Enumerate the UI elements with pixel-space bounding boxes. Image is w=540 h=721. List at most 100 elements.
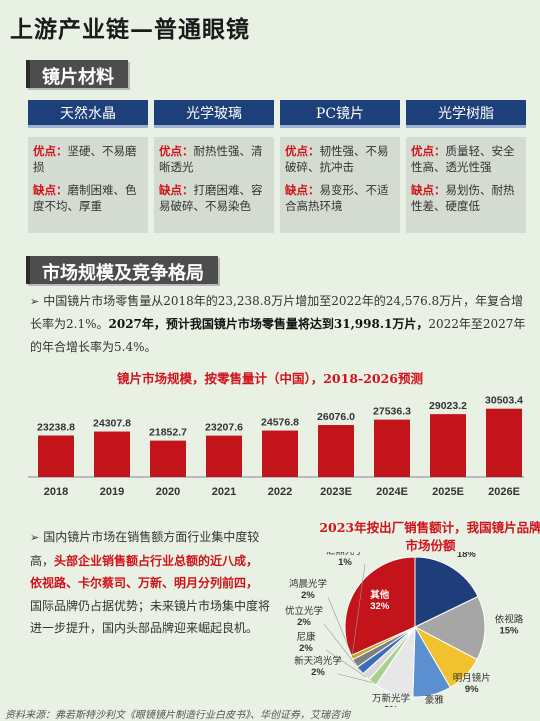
bar-value-label: 27536.3 — [373, 406, 411, 418]
leader-line — [323, 623, 361, 671]
pie-chart-title: 2023年按出厂销售额计，我国镜片品牌市场份额 — [319, 520, 540, 553]
x-tick-label: 2023E — [320, 486, 352, 498]
bar-value-label: 24576.8 — [261, 417, 299, 429]
bullet2-part1: 国内镜片市场在销售额方面行业集中度较高， — [30, 530, 260, 568]
slice-value-label: 2% — [301, 590, 315, 601]
slice-value-label: 9% — [465, 684, 479, 695]
leader-line — [327, 596, 356, 664]
x-tick-label: 2018 — [44, 486, 68, 498]
material-desc: 优点：耐热性强、清晰透光 缺点：打磨困难、容易破碎、不易染色 — [154, 137, 274, 233]
pro-text: 质量轻、安全性高、透光性强 — [411, 144, 515, 174]
material-desc: 优点：质量轻、安全性高、透光性强 缺点：易划伤、耐热性差、硬度低 — [406, 137, 526, 233]
bar-value-label: 23207.6 — [205, 422, 243, 434]
slice-value-label: 18% — [457, 552, 477, 560]
slice-value-label: 2% — [311, 667, 325, 678]
bar — [206, 435, 242, 477]
slice-value-label: 2% — [299, 643, 313, 654]
pie-slice — [413, 595, 486, 661]
x-tick-label: 2021 — [212, 486, 236, 498]
material-card: PC镜片 优点：韧性强、不易破碎、抗冲击 缺点：易变形、不适合高热环境 — [280, 100, 400, 233]
slice-value-label: 9% — [384, 705, 398, 707]
bar-value-label: 30503.4 — [485, 395, 523, 407]
slice-value-label: 15% — [499, 625, 519, 636]
slice-value-label: 32% — [370, 601, 390, 612]
bar-chart: 23238.8 2018 24307.8 2019 21852.7 2020 23207.6… — [28, 395, 524, 498]
leader-line — [351, 563, 366, 658]
con-label: 缺点： — [33, 183, 68, 197]
bar — [486, 408, 522, 477]
bar-chart-title: 镜片市场规模，按零售量计（中国），2018-2026预测 — [116, 371, 424, 386]
bar — [430, 414, 466, 477]
material-name: 光学树脂 — [406, 100, 526, 128]
material-desc: 优点：坚硬、不易磨损 缺点：磨制困难、色度不均、厚重 — [28, 137, 148, 233]
slice-name-label: 依视路 — [495, 613, 524, 625]
market-size-bullet: ➢ 中国镜片市场零售量从2018年的23,238.8万片增加至2022年的24,5… — [30, 290, 530, 359]
slice-value-label: 9% — [427, 706, 441, 707]
bullet2-part3: 国际品牌仍占据优势；未来镜片市场集中度将进一步提升，国内头部品牌迎来崛起良机。 — [30, 598, 271, 636]
page-title: 上游产业链—普通眼镜 — [10, 16, 250, 43]
con-label: 缺点： — [159, 183, 194, 197]
con-text: 易划伤、耐热性差、硬度低 — [411, 183, 515, 213]
x-tick-label: 2024E — [376, 486, 408, 498]
bar — [150, 440, 186, 477]
bar-value-label: 21852.7 — [149, 427, 187, 439]
material-card: 天然水晶 优点：坚硬、不易磨损 缺点：磨制困难、色度不均、厚重 — [28, 100, 148, 233]
con-text: 磨制困难、色度不均、厚重 — [33, 183, 137, 213]
pro-label: 优点： — [159, 144, 194, 158]
pro-label: 优点： — [33, 144, 68, 158]
slice-name-label: 优立光学 — [285, 605, 323, 617]
x-tick-label: 2026E — [488, 486, 520, 498]
market-share-bullet: ➢ 国内镜片市场在销售额方面行业集中度较高，头部企业销售额占行业总额的近八成，依视… — [30, 526, 270, 640]
slice-name-label: 尼康 — [296, 631, 316, 643]
pro-label: 优点： — [411, 144, 446, 158]
slice-name-label: 豪雅 — [425, 694, 445, 706]
bullet2-part2: 头部企业销售额占行业总额的近八成，依视路、卡尔蔡司、万新、明月分列前四， — [30, 553, 259, 591]
leader-line — [325, 649, 367, 678]
slice-value-label: 2% — [297, 617, 311, 628]
bar — [374, 419, 410, 477]
pro-text: 韧性强、不易破碎、抗冲击 — [285, 144, 389, 174]
pro-label: 优点： — [285, 144, 320, 158]
source-note: 资料来源：弗若斯特沙利文《眼镜镜片制造行业白皮书》、华创证券，艾瑞咨询 — [5, 710, 350, 721]
bar — [38, 435, 74, 477]
section-head-materials: 镜片材料 — [26, 60, 128, 88]
slice-value-label: 1% — [338, 557, 352, 568]
material-name: PC镜片 — [280, 100, 400, 128]
bullet1-part2: 2027年，预计我国镜片市场零售量将达到31,998.1万片， — [108, 317, 429, 331]
triangle-bullet-icon: ➢ — [30, 295, 40, 308]
leader-line — [337, 673, 373, 683]
bar — [318, 425, 354, 477]
con-label: 缺点： — [411, 183, 446, 197]
material-name: 光学玻璃 — [154, 100, 274, 128]
con-text: 易变形、不适合高热环境 — [285, 183, 389, 213]
triangle-bullet-icon: ➢ — [30, 531, 40, 544]
bar — [94, 431, 130, 477]
x-tick-label: 2025E — [432, 486, 464, 498]
bullet1-part3: 2022年至2027年的年合增长率为5.4%。 — [30, 317, 526, 354]
x-tick-label: 2022 — [268, 486, 292, 498]
bar-value-label: 26076.0 — [317, 411, 355, 423]
bar-value-label: 24307.8 — [93, 418, 131, 430]
slice-name-label: 其他 — [370, 589, 390, 601]
bar-value-label: 23238.8 — [37, 422, 75, 434]
section-head-market: 市场规模及竞争格局 — [26, 256, 218, 284]
pie-chart: 其他32%蔡司18%依视路15%明月镜片9%豪雅9%万新光学9%新天鸿光学2%尼… — [285, 552, 524, 707]
bullet1-part1: 中国镜片市场零售量从2018年的23,238.8万片增加至2022年的24,57… — [30, 294, 524, 331]
slice-name-label: 明月镜片 — [453, 672, 491, 684]
material-desc: 优点：韧性强、不易破碎、抗冲击 缺点：易变形、不适合高热环境 — [280, 137, 400, 233]
bar — [262, 430, 298, 477]
x-tick-label: 2019 — [100, 486, 124, 498]
slice-name-label: 新天鸿光学 — [294, 655, 342, 667]
pro-text: 耐热性强、清晰透光 — [159, 144, 263, 174]
x-tick-label: 2020 — [156, 486, 180, 498]
slice-name-label: 汇鼎光学 — [326, 552, 364, 557]
material-card: 光学玻璃 优点：耐热性强、清晰透光 缺点：打磨困难、容易破碎、不易染色 — [154, 100, 274, 233]
slice-name-label: 万新光学 — [372, 693, 410, 705]
bar-value-label: 29023.2 — [429, 400, 467, 412]
con-text: 打磨困难、容易破碎、不易染色 — [159, 183, 263, 213]
pro-text: 坚硬、不易磨损 — [33, 144, 137, 174]
material-card: 光学树脂 优点：质量轻、安全性高、透光性强 缺点：易划伤、耐热性差、硬度低 — [406, 100, 526, 233]
pie-slice — [414, 556, 479, 628]
slice-name-label: 鸿晨光学 — [289, 578, 327, 590]
con-label: 缺点： — [285, 183, 320, 197]
